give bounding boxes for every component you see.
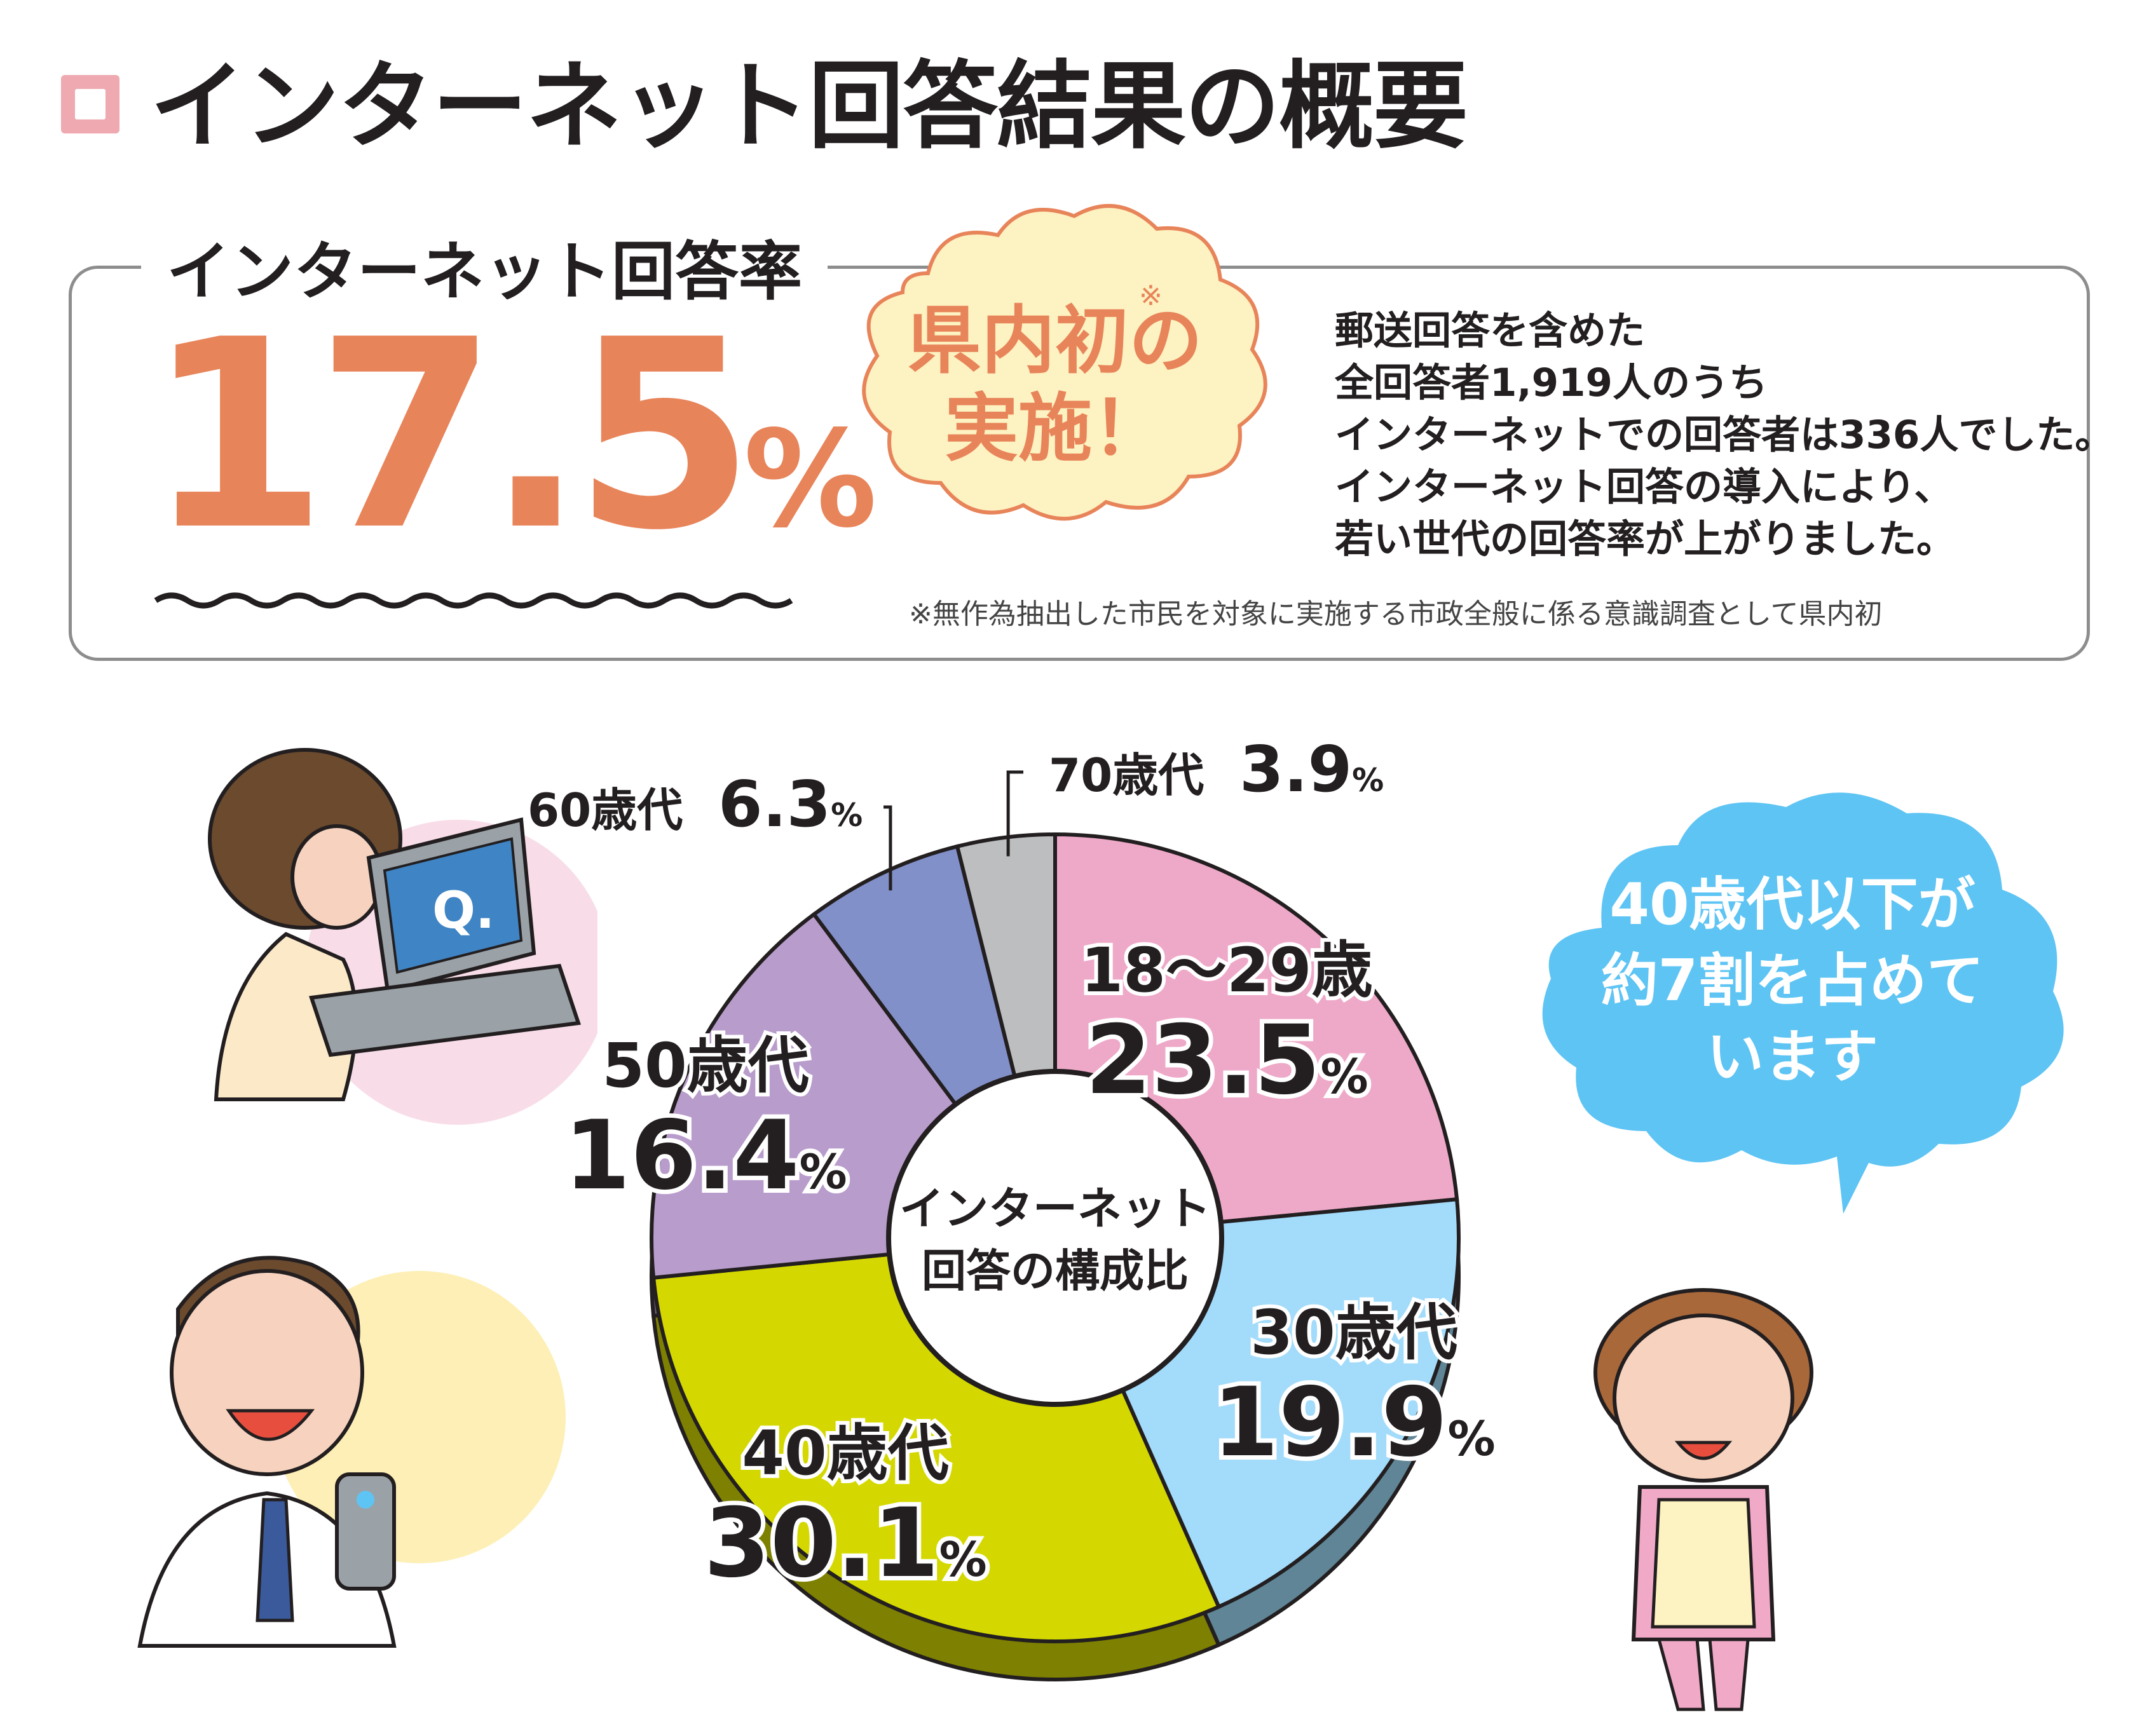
pie-slice-name: 50歳代 (602, 1030, 809, 1101)
speech-line: 約7割を占めて (1600, 947, 1984, 1014)
pie-center-label-line2: 回答の構成比 (922, 1245, 1189, 1297)
rate-footnote: ※無作為抽出した市民を対象に実施する市政全般に係る意識調査として県内初 (909, 598, 1883, 630)
pie-slice-value-unit: % (1320, 1049, 1368, 1104)
pie-slice-value: 23.5% (1085, 1005, 1368, 1116)
woman-apron-illustration-icon (1593, 1288, 1813, 1711)
page-title: インターネット回答結果の概要 (150, 51, 1468, 162)
wave-underline (154, 592, 793, 609)
rate-value-number: 17.5 (146, 283, 755, 587)
pie-center-hole (886, 1069, 1224, 1407)
pie-slice-name: 30歳代 (1250, 1297, 1457, 1368)
pie-slice-value-unit: % (799, 1144, 847, 1200)
pie-slice-value-number: 19.9 (1212, 1368, 1447, 1478)
pie-slice-name: 40歳代 (742, 1418, 949, 1489)
pie-slice-label: 70歳代 3.9% (1049, 732, 1384, 806)
rate-description-line: インターネット回答の導入により、 (1335, 465, 1953, 510)
pie-slice-value-number: 6.3 (718, 767, 831, 841)
pie-slice-name: 18～29歳 (1081, 935, 1372, 1006)
pie-slice-name: 70歳代 (1049, 749, 1204, 802)
first-badge-cloud-icon (862, 204, 1267, 521)
laptop-screen-text: Q. (432, 881, 495, 940)
pie-slice-value: 30.1% (704, 1488, 986, 1599)
rate-description-line: 若い世代の回答率が上がりました。 (1335, 517, 1956, 562)
pie-slice-value-number: 16.4 (564, 1101, 799, 1211)
rate-value: 17.5% (146, 305, 877, 566)
pie-slice-value: 19.9% (1212, 1368, 1495, 1478)
pie-slice-value-number: 30.1 (704, 1488, 939, 1599)
pie-slice-value-unit: % (1447, 1411, 1495, 1467)
pie-slice-value: 3.9% (1239, 732, 1384, 806)
speech-line: います (1707, 1024, 1878, 1090)
first-badge-note-mark: ※ (1139, 280, 1163, 312)
man-smartphone-illustration-icon (137, 1256, 566, 1648)
pie-center-label-line1: インターネット (899, 1183, 1211, 1235)
pie-slice-value-number: 3.9 (1239, 732, 1352, 806)
rate-description-line: 全回答者1,919人のうち (1335, 360, 1768, 405)
pie-slice-value: 6.3% (718, 767, 863, 841)
pie-slice-value: 16.4% (564, 1101, 847, 1211)
rate-value-unit: % (743, 402, 878, 557)
rate-description: 郵送回答を含めた 全回答者1,919人のうち インターネットでの回答者は336人… (1335, 305, 2114, 566)
pie-slice-label: 60歳代 6.3% (528, 767, 863, 841)
rate-description-line: 郵送回答を含めた (1335, 308, 1646, 353)
speech-cloud-icon (1542, 792, 2064, 1214)
pie-leader-line (884, 805, 892, 891)
pie-leader-line (1006, 770, 1023, 857)
pie-slice-value-unit: % (939, 1531, 986, 1587)
pie-slice-value-number: 23.5 (1085, 1005, 1320, 1116)
pie-slice-value-unit: % (1352, 762, 1384, 799)
rate-label: インターネット回答率 (141, 234, 828, 310)
rate-description-line: インターネットでの回答者は336人でした。 (1335, 412, 2114, 458)
speech-line: 40歳代以下が (1609, 871, 1975, 938)
first-badge-line2: 実施！ (945, 386, 1166, 472)
pie-slice-value-unit: % (831, 797, 863, 834)
title-bullet-icon (61, 75, 119, 133)
first-badge-line1: 県内初の (908, 298, 1203, 384)
woman-laptop-illustration-icon: Q. (208, 748, 597, 1125)
pie-slice-name: 60歳代 (528, 784, 683, 837)
